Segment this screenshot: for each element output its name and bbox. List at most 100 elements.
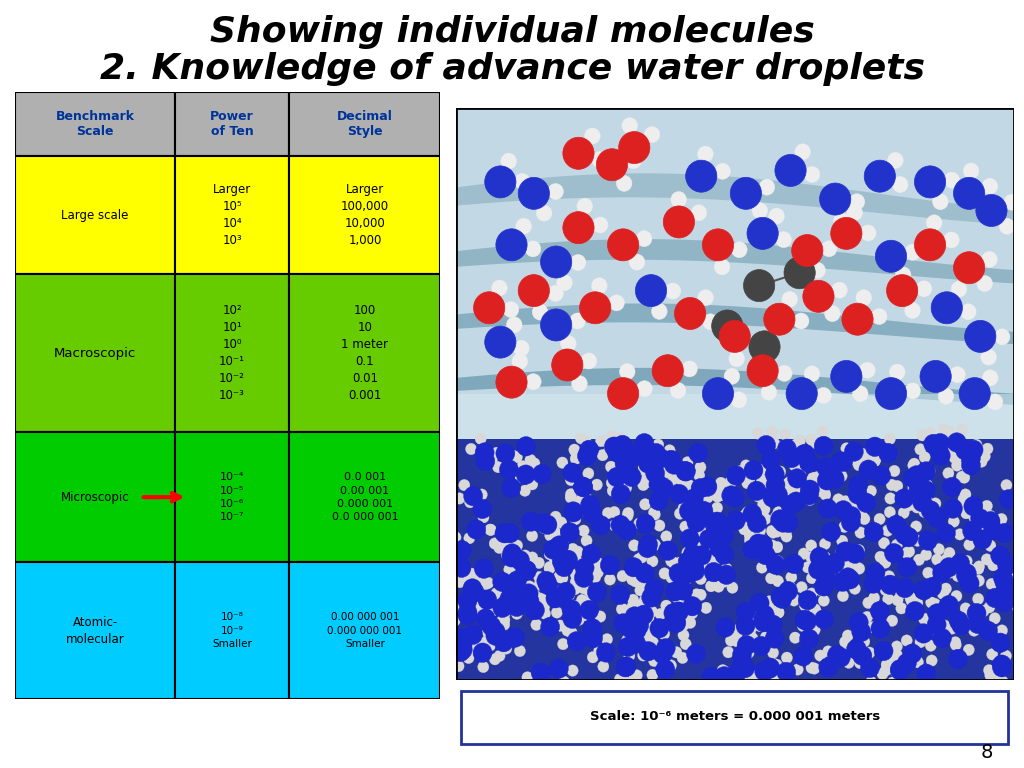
Circle shape <box>766 525 777 537</box>
Circle shape <box>926 597 937 608</box>
Circle shape <box>495 632 513 652</box>
Circle shape <box>868 592 880 604</box>
Circle shape <box>684 505 703 525</box>
Circle shape <box>680 638 691 650</box>
Circle shape <box>544 548 555 560</box>
Circle shape <box>503 544 521 563</box>
Circle shape <box>961 574 979 593</box>
Circle shape <box>565 488 577 500</box>
Circle shape <box>473 643 493 663</box>
Circle shape <box>670 455 681 466</box>
Circle shape <box>522 672 534 683</box>
Circle shape <box>530 619 542 631</box>
Text: Larger
100,000
10,000
1,000: Larger 100,000 10,000 1,000 <box>341 183 389 247</box>
Circle shape <box>876 240 906 273</box>
Circle shape <box>890 666 901 677</box>
Circle shape <box>768 647 778 658</box>
Circle shape <box>602 508 613 518</box>
Circle shape <box>592 217 608 233</box>
Circle shape <box>562 625 573 637</box>
Circle shape <box>795 445 813 465</box>
Circle shape <box>694 501 713 521</box>
Circle shape <box>640 571 651 583</box>
Circle shape <box>919 613 930 624</box>
Circle shape <box>682 547 693 558</box>
Circle shape <box>949 366 966 382</box>
Circle shape <box>903 644 922 664</box>
Circle shape <box>617 521 636 540</box>
Circle shape <box>475 433 486 445</box>
Bar <box>15 92 175 156</box>
Circle shape <box>842 512 860 532</box>
Circle shape <box>835 502 846 513</box>
Circle shape <box>943 425 954 437</box>
Bar <box>175 432 290 562</box>
Circle shape <box>887 275 918 306</box>
Circle shape <box>962 455 980 475</box>
Circle shape <box>890 364 905 380</box>
Circle shape <box>476 609 495 628</box>
Circle shape <box>935 570 946 581</box>
Bar <box>15 156 175 274</box>
Circle shape <box>725 478 735 490</box>
Circle shape <box>636 230 652 247</box>
Circle shape <box>513 586 531 605</box>
Circle shape <box>660 531 672 542</box>
Circle shape <box>677 597 688 608</box>
Circle shape <box>697 290 714 306</box>
Circle shape <box>994 329 1010 345</box>
Circle shape <box>554 571 565 582</box>
Circle shape <box>964 644 975 656</box>
Circle shape <box>683 597 701 616</box>
Circle shape <box>528 458 540 469</box>
Circle shape <box>725 475 736 487</box>
Circle shape <box>492 447 503 458</box>
Circle shape <box>514 645 525 657</box>
Circle shape <box>697 514 709 525</box>
Circle shape <box>793 480 804 492</box>
Circle shape <box>630 615 648 635</box>
Circle shape <box>654 520 665 531</box>
Circle shape <box>452 558 471 578</box>
Circle shape <box>699 564 711 575</box>
Circle shape <box>591 479 602 491</box>
Circle shape <box>616 442 627 454</box>
Circle shape <box>503 302 519 318</box>
Circle shape <box>548 285 563 301</box>
Circle shape <box>769 485 787 505</box>
Circle shape <box>482 627 494 638</box>
Circle shape <box>582 507 593 518</box>
Circle shape <box>814 584 825 595</box>
Circle shape <box>727 582 738 594</box>
Circle shape <box>723 647 734 658</box>
Circle shape <box>859 513 870 525</box>
Circle shape <box>638 462 649 473</box>
Circle shape <box>563 137 594 169</box>
Circle shape <box>678 502 689 514</box>
Circle shape <box>656 466 668 478</box>
Circle shape <box>679 575 690 587</box>
Circle shape <box>705 562 723 582</box>
Circle shape <box>724 369 739 384</box>
Circle shape <box>864 647 876 658</box>
Circle shape <box>819 657 838 677</box>
Circle shape <box>534 557 545 568</box>
Circle shape <box>959 488 971 500</box>
Circle shape <box>693 470 705 482</box>
Circle shape <box>655 660 675 679</box>
Circle shape <box>746 608 758 620</box>
Circle shape <box>982 443 993 455</box>
Circle shape <box>607 442 626 462</box>
Circle shape <box>806 551 817 563</box>
Circle shape <box>849 583 860 594</box>
Circle shape <box>772 492 783 504</box>
Text: Microscopic: Microscopic <box>60 491 129 504</box>
Circle shape <box>859 362 876 379</box>
Circle shape <box>644 631 655 643</box>
Circle shape <box>617 657 636 677</box>
Circle shape <box>806 540 817 551</box>
Circle shape <box>864 574 883 594</box>
Circle shape <box>887 615 898 627</box>
Circle shape <box>695 527 707 538</box>
Circle shape <box>601 435 612 447</box>
